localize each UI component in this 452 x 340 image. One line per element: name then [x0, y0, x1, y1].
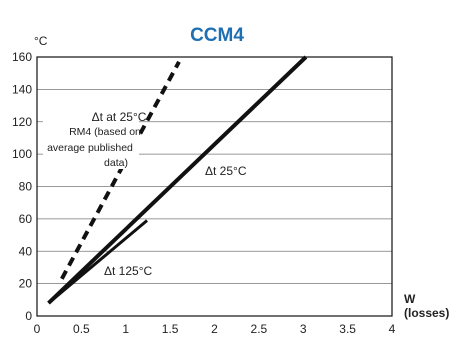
- x-axis-sublabel: (losses): [404, 306, 449, 320]
- solid-25c-label: Δt 25°C: [205, 164, 247, 178]
- x-tick-label: 4: [389, 322, 396, 336]
- x-tick-label: 2.5: [251, 322, 268, 336]
- x-tick-label: 2: [211, 322, 218, 336]
- x-tick-label: 3.5: [339, 322, 356, 336]
- x-tick-label: 1: [122, 322, 129, 336]
- chart-title: CCM4: [190, 25, 244, 46]
- y-axis-label: °C: [34, 34, 48, 48]
- dashed-label-backdrop: [43, 107, 139, 169]
- dashed-note-line-1: RM4 (based on: [69, 126, 141, 138]
- series-line-2: [47, 219, 149, 305]
- x-tick-label: 1.5: [162, 322, 179, 336]
- series-lines: [47, 55, 308, 305]
- x-tick-labels: 0 0.5 1 1.5 2 2.5 3 3.5 4: [34, 322, 396, 336]
- dashed-note-line-2: average published: [47, 142, 133, 154]
- y-tick-labels: 0 20 40 60 80 100 120 140 160: [12, 50, 32, 323]
- y-tick-label: 40: [19, 244, 33, 258]
- solid-125c-label: Δt 125°C: [104, 264, 153, 278]
- x-tick-label: 0: [34, 322, 41, 336]
- x-tick-label: 0.5: [73, 322, 90, 336]
- plot-frame: [36, 56, 393, 317]
- dashed-note-line-3: data): [104, 157, 128, 169]
- series-line-0: [60, 60, 181, 280]
- y-tick-label: 160: [12, 50, 32, 64]
- y-tick-label: 0: [25, 309, 32, 323]
- y-tick-label: 100: [12, 147, 32, 161]
- y-tick-label: 140: [12, 82, 32, 96]
- x-tick-label: 3: [300, 322, 307, 336]
- y-tick-label: 20: [19, 277, 33, 291]
- y-tick-label: 120: [12, 115, 32, 129]
- y-tick-label: 80: [19, 180, 33, 194]
- dashed-series-label: Δt at 25°C: [92, 110, 147, 124]
- series-line-1: [47, 55, 308, 305]
- y-tick-label: 60: [19, 212, 33, 226]
- x-axis-label: W: [404, 292, 416, 306]
